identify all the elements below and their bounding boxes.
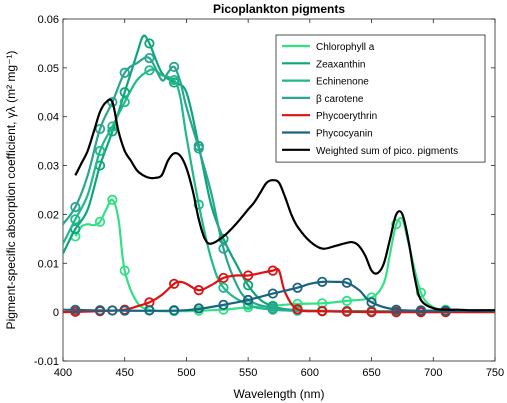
data-point-marker: [391, 219, 402, 230]
y-tick-label: 0.01: [38, 258, 59, 270]
y-tick-label: 0.06: [38, 14, 59, 26]
y-axis-ticks: -0.01 0 0.01 0.02 0.03 0.04 0.05 0.06: [34, 14, 495, 368]
data-point-marker: [70, 304, 81, 315]
y-axis-label: Pigment-specific absorption coefficient,…: [4, 51, 18, 330]
data-point-marker: [168, 74, 180, 86]
data-point-marker: [341, 295, 352, 307]
x-tick-label: 550: [239, 367, 257, 379]
data-point-marker: [107, 96, 118, 108]
data-point-marker: [168, 305, 180, 316]
y-tick-label: 0.03: [38, 161, 59, 173]
data-point-marker: [218, 272, 229, 284]
series-layer: [63, 34, 495, 318]
y-tick-label: -0.01: [34, 356, 59, 368]
x-tick-label: 600: [301, 367, 319, 379]
data-point-marker: [267, 303, 278, 314]
x-tick-label: 450: [116, 367, 134, 379]
data-point-marker: [317, 306, 328, 317]
data-point-marker: [292, 282, 303, 293]
data-point-marker: [119, 265, 130, 276]
series-6: [74, 98, 495, 312]
legend-entry: β carotene: [316, 94, 364, 105]
data-point-marker: [341, 277, 352, 288]
data-point-marker: [243, 294, 254, 306]
legend-entry: Echinenone: [316, 77, 369, 88]
legend-entry: Chlorophyll a: [316, 42, 375, 53]
legend-entry: Weighted sum of pico. pigments: [316, 146, 458, 157]
chart-title: Picoplankton pigments: [213, 2, 345, 16]
series-line: [63, 56, 495, 313]
data-point-marker: [144, 65, 155, 76]
data-point-marker: [168, 278, 180, 289]
data-point-marker: [267, 288, 278, 299]
legend: Chlorophyll a Zeaxanthin Echinenone β carot…: [275, 34, 486, 163]
data-point-marker: [94, 145, 106, 157]
x-axis-ticks: 400 450 500 550 600 650 700 750: [54, 19, 504, 379]
y-tick-label: 0.05: [38, 63, 59, 75]
data-point-marker: [341, 306, 352, 317]
data-point-marker: [193, 303, 204, 314]
data-point-marker: [168, 61, 180, 72]
data-point-marker: [218, 282, 229, 293]
y-tick-label: 0: [53, 307, 59, 319]
data-point-marker: [391, 304, 402, 315]
legend-entry: Phycoerythrin: [316, 111, 377, 122]
legend-box: [275, 34, 486, 163]
data-point-marker: [366, 297, 377, 308]
data-point-marker: [415, 305, 427, 316]
series-line: [74, 98, 495, 312]
x-tick-label: 650: [362, 367, 380, 379]
data-point-marker: [292, 304, 303, 315]
data-point-marker: [144, 38, 155, 49]
data-point-marker: [119, 96, 130, 108]
legend-entry: Zeaxanthin: [316, 59, 365, 70]
data-point-marker: [94, 123, 106, 135]
data-point-marker: [107, 194, 118, 205]
data-point-marker: [415, 287, 427, 298]
data-point-marker: [70, 214, 81, 225]
data-point-marker: [94, 216, 106, 227]
data-point-marker: [119, 67, 130, 78]
data-point-marker: [144, 52, 155, 64]
data-point-marker: [193, 285, 204, 296]
data-point-marker: [218, 243, 229, 254]
data-point-marker: [243, 270, 254, 281]
data-point-marker: [366, 307, 377, 318]
x-tick-label: 750: [486, 367, 504, 379]
x-tick-label: 400: [54, 367, 72, 379]
series-5: [63, 276, 495, 316]
data-point-marker: [317, 276, 328, 287]
x-axis-label: Wavelength (nm): [234, 387, 325, 401]
data-point-marker: [193, 143, 204, 154]
y-tick-label: 0.04: [38, 112, 59, 124]
data-point-marker: [70, 202, 81, 213]
series-line: [63, 267, 495, 314]
y-tick-label: 0.02: [38, 209, 59, 221]
x-tick-label: 500: [177, 367, 195, 379]
data-point-marker: [119, 305, 130, 316]
data-point-marker: [107, 305, 118, 316]
data-point-marker: [218, 299, 229, 310]
x-tick-label: 700: [424, 367, 442, 379]
data-point-marker: [144, 305, 155, 316]
data-point-marker: [267, 265, 278, 276]
legend-entry: Phycocyanin: [316, 129, 373, 140]
data-point-marker: [243, 280, 254, 291]
series-line: [63, 280, 495, 313]
data-point-marker: [94, 305, 106, 316]
